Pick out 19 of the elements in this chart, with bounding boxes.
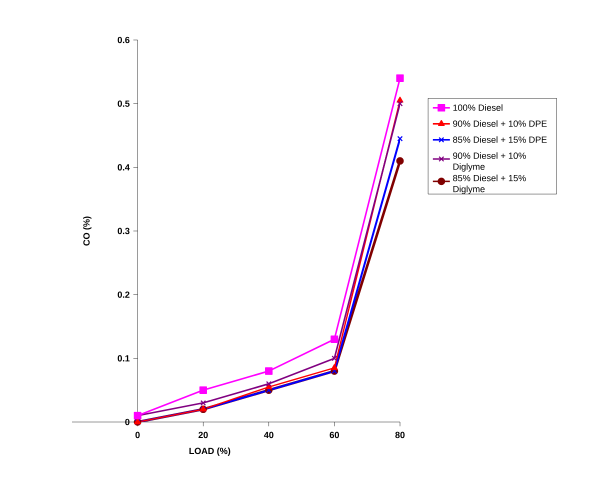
legend-label: 85% Diesel + 15% Diglyme (453, 174, 526, 194)
x-tick-label: 0 (135, 432, 140, 438)
legend-label: 100% Diesel (453, 104, 502, 111)
x-tick-label: 40 (264, 432, 274, 438)
legend-label: 90% Diesel + 10% Diglyme (453, 152, 526, 172)
y-tick-label: 0 (125, 418, 130, 426)
y-tick-label: 0.6 (118, 36, 130, 44)
y-tick-label: 0.2 (118, 291, 130, 298)
x-tick-label: 80 (395, 432, 405, 438)
y-tick-label: 0.4 (118, 164, 130, 171)
y-tick-label: 0.5 (118, 100, 130, 107)
x-tick-label: 20 (198, 432, 208, 438)
legend-label: 90% Diesel + 10% DPE (453, 120, 547, 127)
y-axis-title: CO (%) (83, 216, 92, 246)
x-tick-label: 60 (330, 432, 340, 438)
x-axis-title: LOAD (%) (189, 448, 230, 456)
y-tick-label: 0.3 (118, 228, 130, 234)
legend-label: 85% Diesel + 15% DPE (453, 136, 547, 143)
y-tick-label: 0.1 (118, 355, 130, 362)
